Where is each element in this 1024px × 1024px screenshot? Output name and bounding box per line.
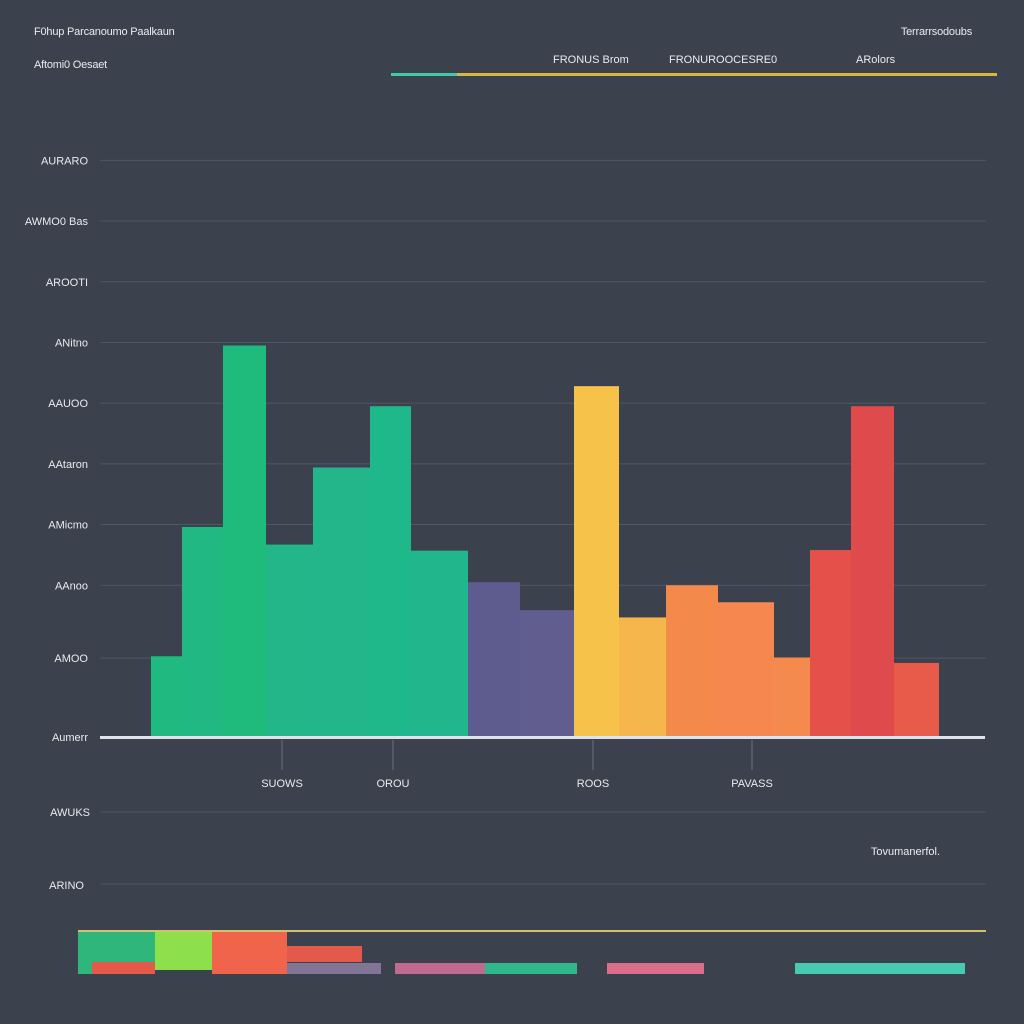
chart-title: F0hup Parcanoumo Paalkaun bbox=[34, 26, 175, 38]
bar[interactable] bbox=[666, 585, 718, 737]
scrubber-stripes-1 bbox=[287, 963, 381, 974]
bar[interactable] bbox=[810, 550, 851, 737]
bar[interactable] bbox=[851, 406, 894, 737]
y-tick-label: AAUOO bbox=[48, 398, 88, 410]
scrubber-block-red[interactable] bbox=[287, 946, 362, 962]
bar[interactable] bbox=[182, 526, 223, 737]
y-tick-label: ANitno bbox=[55, 337, 88, 349]
bar[interactable] bbox=[223, 345, 266, 737]
bar[interactable] bbox=[520, 610, 574, 737]
chart-subtitle: Aftomi0 Oesaet bbox=[34, 59, 108, 71]
y-tick-label: Aumerr bbox=[52, 732, 88, 744]
y-tick-label: AMicmo bbox=[48, 520, 88, 532]
bar[interactable] bbox=[411, 550, 468, 737]
y-axis-ticks: Aumerr AMOO AAnoo AMicmo AAtaron AAUOO ANitno A… bbox=[25, 155, 89, 744]
bar[interactable] bbox=[313, 467, 370, 737]
y-tick-label: AWMO0 Bas bbox=[25, 216, 89, 228]
y-tick-label: AAnoo bbox=[55, 580, 88, 592]
legend-underline-gold bbox=[457, 73, 997, 76]
y-tick-label: AAtaron bbox=[48, 459, 88, 471]
scrubber-block-pink[interactable] bbox=[395, 963, 485, 974]
bar[interactable] bbox=[774, 657, 810, 737]
x-tick-label: SUOWS bbox=[261, 778, 303, 790]
x-tick-label: PAVASS bbox=[731, 778, 773, 790]
lower-y-tick-2: ARINO bbox=[49, 880, 84, 892]
bar[interactable] bbox=[468, 582, 520, 737]
chart-note: Tovumanerfol. bbox=[870, 846, 940, 858]
bars bbox=[151, 345, 939, 737]
legend-underline-teal bbox=[391, 73, 457, 76]
legend-item-2[interactable]: FRONUROOCESRE0 bbox=[669, 54, 778, 66]
bar[interactable] bbox=[151, 656, 182, 737]
scrubber-block-teal[interactable] bbox=[485, 963, 577, 974]
y-tick-label: AROOTI bbox=[46, 277, 88, 289]
scrubber-block-orange[interactable] bbox=[212, 932, 287, 974]
bar[interactable] bbox=[718, 602, 774, 737]
x-tick-label: ROOS bbox=[577, 778, 609, 790]
top-right-label: Terrarrsodoubs bbox=[900, 26, 972, 38]
bar[interactable] bbox=[266, 544, 313, 737]
bar[interactable] bbox=[619, 617, 666, 737]
scrubber-block-rose[interactable] bbox=[607, 963, 704, 974]
scrubber-block-lime[interactable] bbox=[155, 932, 212, 970]
legend-item-1[interactable]: FRONUS Brom bbox=[553, 54, 629, 66]
legend-item-3[interactable]: ARolors bbox=[856, 54, 896, 66]
x-tick-label: OROU bbox=[377, 778, 410, 790]
scrubber-block-redlow[interactable] bbox=[92, 962, 155, 974]
bar[interactable] bbox=[574, 386, 619, 737]
scrubber-block-cyan[interactable] bbox=[795, 963, 965, 974]
x-axis-line bbox=[100, 736, 985, 739]
bar[interactable] bbox=[370, 406, 411, 737]
lower-y-tick-1: AWUKS bbox=[50, 807, 90, 819]
x-axis-ticks: SUOWS OROU ROOS PAVASS bbox=[261, 740, 773, 790]
scrubber-track bbox=[78, 930, 986, 932]
y-tick-label: AMOO bbox=[54, 653, 88, 665]
overview-scrubber[interactable] bbox=[78, 930, 986, 974]
y-tick-label: AURARO bbox=[41, 155, 89, 167]
bar[interactable] bbox=[894, 662, 939, 737]
